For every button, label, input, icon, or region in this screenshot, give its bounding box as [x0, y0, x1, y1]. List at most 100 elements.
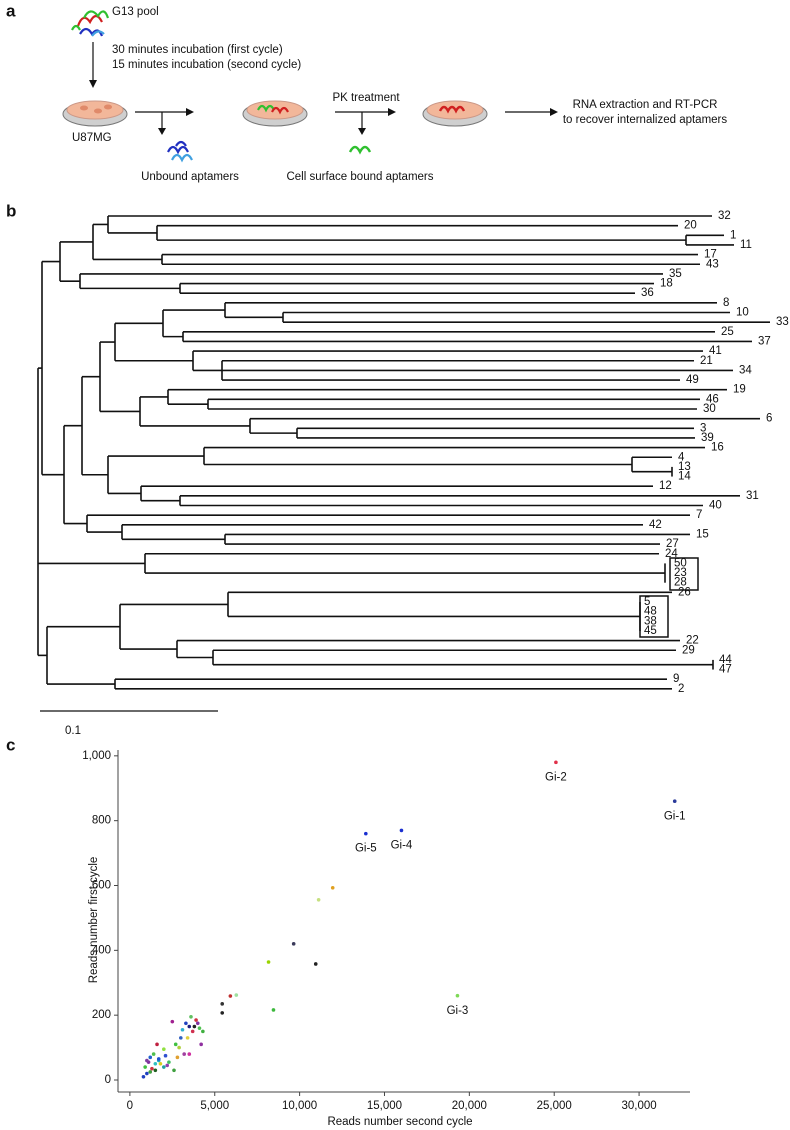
point: [364, 831, 368, 836]
x-tick-label: 25,000: [537, 1100, 572, 1112]
label: 30 minutes incubation (first cycle): [112, 44, 283, 56]
leaf-label: 11: [740, 239, 752, 251]
leaf-label: 30: [703, 403, 716, 415]
leaf-label: 37: [758, 335, 771, 347]
x-tick-label: 30,000: [621, 1100, 656, 1112]
point: [145, 1058, 149, 1063]
point: [266, 960, 271, 964]
leaf-label: 31: [746, 490, 759, 502]
x-tick-label: 0: [127, 1100, 133, 1112]
leaf-label: 16: [711, 442, 724, 454]
leaf-label: 6: [766, 413, 772, 425]
point: [313, 962, 318, 966]
y-tick-label: 200: [92, 1009, 111, 1021]
leaf-label: 14: [678, 471, 691, 483]
label: to recover internalized aptamers: [563, 114, 728, 126]
leaf-label: 44: [719, 654, 732, 666]
leaf-label: 8: [723, 297, 729, 309]
leaf-label: 23: [674, 567, 687, 579]
leaf-label: 32: [718, 210, 731, 222]
x-axis-title: Reads number second cycle: [327, 1116, 472, 1128]
leaf-label: 24: [665, 548, 678, 560]
leaf-label: 9: [673, 673, 679, 685]
point: [148, 1055, 153, 1060]
y-tick-label: 1,000: [82, 750, 111, 762]
point: [271, 1008, 276, 1012]
dish: [62, 100, 128, 127]
label: PK treatment: [332, 92, 400, 104]
point: [182, 1052, 186, 1056]
leaf-label: 5: [644, 596, 650, 608]
point: [185, 1036, 190, 1040]
unbound-aptamers-icon: [167, 140, 193, 163]
leaf-label: 39: [701, 432, 714, 444]
group-box: [639, 595, 669, 638]
point-label: Gi-3: [447, 1005, 469, 1017]
schematic: G13 pool 30 minutes incubation (first cy…: [62, 6, 728, 183]
point-label: Gi-1: [664, 810, 686, 822]
leaf-label: 2: [678, 683, 684, 695]
dish: [422, 100, 488, 127]
leaf-label: 29: [682, 644, 695, 656]
panel-letter: a: [6, 1, 16, 20]
scatter-plot: 0 5,000 10,000 15,000 20,000 25,000 30,000 0 200…: [82, 750, 685, 1112]
label: Cell surface bound aptamers: [286, 171, 433, 183]
arrow-head: [186, 108, 194, 116]
leaf-label: 20: [684, 220, 697, 232]
label: U87MG: [72, 132, 112, 144]
panel-letter: b: [6, 201, 16, 220]
scale-label: 0.1: [65, 725, 81, 737]
point: [184, 1021, 188, 1026]
point: [220, 1011, 225, 1015]
point: [141, 1074, 146, 1079]
point: [158, 1061, 163, 1066]
point: [170, 1019, 175, 1024]
aptamer-pool-icon: [71, 10, 110, 37]
point: [189, 1014, 193, 1019]
leaf-label: 34: [739, 364, 752, 376]
leaf-label: 4: [678, 451, 685, 463]
point: [165, 1063, 170, 1068]
leaf-label: 13: [678, 461, 691, 473]
y-tick-label: 0: [105, 1074, 111, 1086]
leaf-label: 43: [706, 258, 719, 270]
leaf-label: 17: [704, 249, 717, 261]
x-tick-label: 20,000: [452, 1100, 487, 1112]
point: [151, 1052, 156, 1056]
point: [148, 1070, 153, 1074]
leaf-label: 1: [730, 229, 736, 241]
point: [220, 1002, 225, 1006]
point-label: Gi-4: [391, 839, 413, 851]
point: [291, 942, 296, 946]
point: [177, 1045, 181, 1050]
point: [197, 1026, 202, 1030]
leaf-label: 25: [721, 326, 734, 338]
point: [330, 885, 335, 890]
dish: [242, 100, 308, 127]
arrow-head: [358, 128, 366, 135]
point: [155, 1042, 159, 1047]
point: [162, 1047, 166, 1052]
point: [156, 1057, 161, 1061]
point: [153, 1068, 158, 1073]
point: [455, 993, 460, 998]
x-tick-label: 15,000: [367, 1100, 402, 1112]
leaf-label: 15: [696, 528, 709, 540]
point: [175, 1055, 180, 1060]
leaf-label: 48: [644, 606, 657, 618]
point: [194, 1018, 198, 1022]
point: [192, 1024, 197, 1029]
bound-aptamers-icon: [348, 145, 372, 155]
x-tick-label: 5,000: [200, 1100, 229, 1112]
leaf-label: 22: [686, 635, 699, 647]
leaf-label: 45: [644, 625, 657, 637]
group-box: [669, 557, 699, 591]
leaf-label: 41: [709, 345, 722, 357]
leaf-label: 49: [686, 374, 699, 386]
point: [672, 799, 677, 804]
leaf-label: 40: [709, 500, 722, 512]
point: [173, 1042, 178, 1047]
leaf-label: 26: [678, 586, 691, 598]
point: [153, 1061, 158, 1066]
